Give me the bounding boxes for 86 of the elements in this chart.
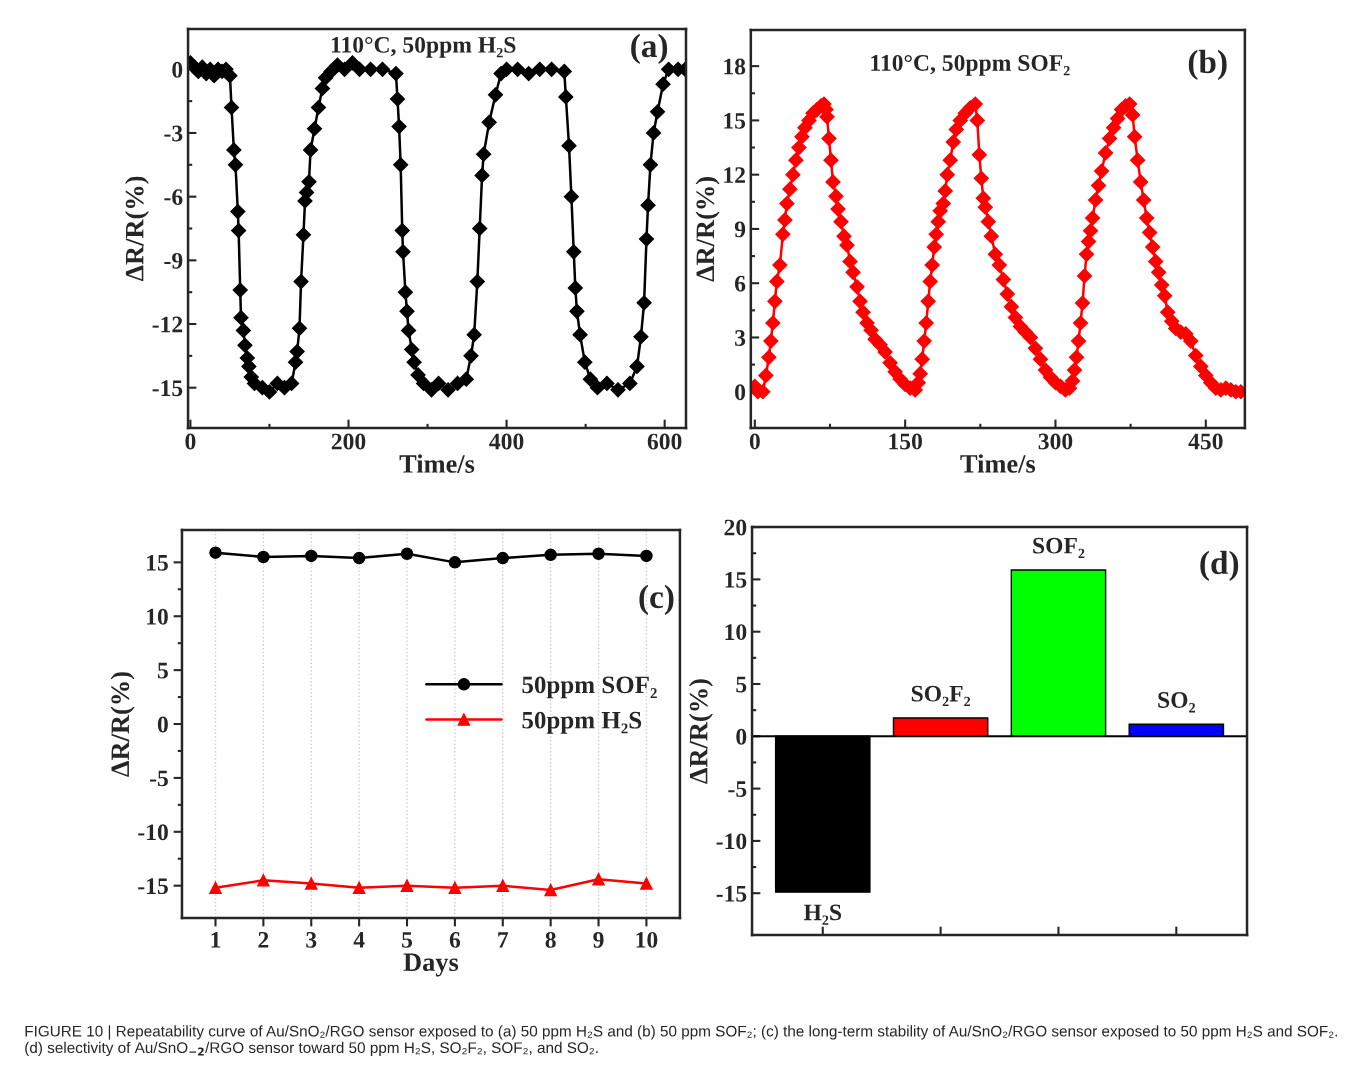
annotation: (c) (639, 584, 674, 615)
point (352, 551, 366, 565)
y-tick-label: 10 (725, 624, 747, 641)
point (448, 881, 462, 895)
point (640, 549, 653, 563)
x-tick-label: 450 (1188, 433, 1223, 450)
y-tick-label: 9 (734, 221, 746, 238)
y-tick-label: -15 (152, 380, 183, 397)
point (305, 549, 318, 563)
point (209, 546, 222, 559)
x-tick-label: 400 (489, 433, 524, 450)
annotation: 110°C, 50ppm H₂S (331, 36, 516, 58)
x-axis-title: Days (403, 953, 459, 977)
x-tick-label: 6 (449, 931, 461, 948)
point (257, 550, 270, 564)
y-tick-label: 10 (147, 608, 168, 625)
y-tick-label: 0 (735, 384, 746, 401)
y-tick-label: 5 (157, 662, 168, 679)
point (448, 556, 462, 569)
annotation: (d) (1200, 550, 1239, 581)
y-tick-label: -10 (716, 833, 747, 850)
point (496, 551, 510, 565)
y-tick-label: -5 (149, 770, 168, 787)
x-tick-label: 150 (889, 433, 922, 450)
x-tick-label: 2 (258, 931, 269, 948)
x-tick-label: 200 (331, 433, 366, 450)
y-tick-label: 6 (734, 275, 746, 292)
y-tick-label: 3 (735, 330, 746, 346)
y-tick-label: 12 (724, 167, 745, 183)
y-tick-label: 18 (724, 58, 746, 75)
x-tick-label: 300 (1038, 433, 1073, 450)
point (400, 879, 414, 892)
x-tick-label: 1 (211, 932, 221, 948)
x-axis-title: Time/s (960, 454, 1036, 473)
y-tick-label: -15 (716, 885, 747, 902)
y-tick-label: 15 (724, 113, 746, 129)
y-tick-label: -5 (728, 781, 747, 798)
point (640, 877, 653, 890)
x-axis-title: Time/s (399, 454, 475, 473)
x-tick-label: 5 (402, 932, 413, 948)
y-tick-label: -15 (138, 878, 168, 895)
y-tick-label: -3 (164, 125, 183, 142)
y-tick-label: 5 (736, 676, 747, 693)
x-tick-label: 8 (545, 931, 556, 948)
y-tick-label: -10 (138, 824, 168, 841)
y-axis-title: ΔR/R(%) (110, 672, 135, 777)
x-tick-label: 9 (593, 931, 604, 948)
x-tick-label: 3 (306, 931, 317, 948)
y-tick-label: -9 (164, 252, 183, 269)
category-label: SO₂ (1158, 692, 1196, 713)
annotation: (a) (631, 33, 668, 65)
y-tick-label: 15 (147, 554, 168, 571)
category-label: SOF₂ (1033, 537, 1085, 559)
legend-label: 50ppm SOF₂ (522, 676, 657, 699)
y-tick-label: 0 (157, 716, 168, 733)
point (544, 548, 557, 562)
y-axis-title: ΔR/R(%) (695, 177, 720, 282)
y-tick-label: 0 (736, 728, 747, 745)
point (544, 883, 557, 897)
point (496, 879, 510, 892)
category-label: H₂S (803, 904, 842, 925)
point (257, 874, 270, 887)
x-tick-label: 0 (749, 433, 760, 450)
point (592, 547, 605, 560)
y-axis-title: ΔR/R(%) (125, 176, 149, 282)
category-label: SO₂F₂ (911, 685, 971, 707)
annotation: (b) (1188, 49, 1227, 81)
point (305, 877, 318, 890)
y-tick-label: -12 (152, 316, 183, 333)
point (209, 881, 222, 895)
legend-label: 50ppm H₂S (522, 711, 642, 734)
y-axis-title: ΔR/R(%) (689, 679, 713, 784)
point (352, 881, 366, 895)
annotation: 110°C, 50ppm SOF₂ (871, 54, 1070, 76)
x-tick-label: 0 (185, 433, 196, 450)
x-tick-label: 10 (636, 931, 658, 948)
point (400, 547, 414, 560)
caption: FIGURE 10 | Repeatability curve of Au/SnO₂/RGO sensor exposed to (a) 50 ppm H₂S and (b) 50 ppm SOF₂; (c) the long-term stability of Au/SnO₂/RGO sensor exposed to 50 ppm H₂S and SOF₂. (d) selectivity of Au/SnO$_{−2}$/RGO sensor toward 50 ppm H₂S, SO₂F₂, SOF₂, and SO₂. (25, 1025, 1337, 1057)
y-tick-label: -6 (164, 189, 183, 206)
y-tick-label: 20 (724, 519, 747, 536)
x-tick-label: 600 (647, 433, 682, 450)
x-tick-label: 7 (498, 932, 509, 948)
y-tick-label: 15 (725, 572, 747, 588)
x-tick-label: 4 (353, 932, 365, 948)
point (592, 872, 605, 886)
y-tick-label: 0 (172, 61, 183, 78)
